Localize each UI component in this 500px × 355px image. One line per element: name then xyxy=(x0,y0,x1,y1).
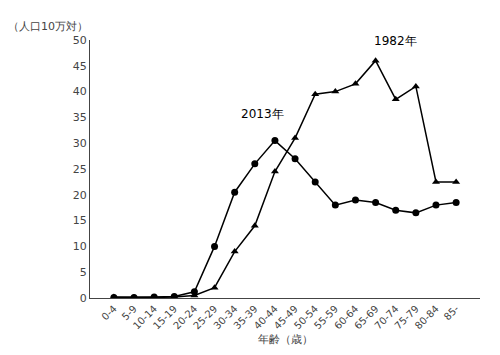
svg-text:35: 35 xyxy=(73,111,87,124)
svg-text:75-79: 75-79 xyxy=(392,303,420,331)
svg-text:0-4: 0-4 xyxy=(99,303,118,322)
svg-text:25-29: 25-29 xyxy=(191,303,219,331)
svg-text:65-69: 65-69 xyxy=(352,303,380,331)
svg-text:85-: 85- xyxy=(442,303,462,323)
svg-text:1982年: 1982年 xyxy=(374,34,417,48)
svg-text:（人口10万対）: （人口10万対） xyxy=(8,20,88,33)
svg-text:年齢（歳）: 年齢（歳） xyxy=(258,333,313,346)
svg-text:0: 0 xyxy=(80,292,87,305)
svg-text:20-24: 20-24 xyxy=(171,303,199,331)
svg-text:50: 50 xyxy=(73,34,87,47)
svg-text:60-64: 60-64 xyxy=(332,303,360,331)
svg-text:55-59: 55-59 xyxy=(312,303,340,331)
svg-text:35-39: 35-39 xyxy=(231,303,259,331)
svg-text:20: 20 xyxy=(73,189,87,202)
svg-text:30-34: 30-34 xyxy=(211,303,239,331)
svg-text:5-9: 5-9 xyxy=(120,303,139,322)
svg-text:40-44: 40-44 xyxy=(252,303,280,331)
svg-text:80-84: 80-84 xyxy=(413,303,441,331)
svg-text:5: 5 xyxy=(80,266,87,279)
svg-text:25: 25 xyxy=(73,163,87,176)
svg-text:10-14: 10-14 xyxy=(131,303,159,331)
svg-text:15-19: 15-19 xyxy=(151,303,179,331)
svg-text:10: 10 xyxy=(73,240,87,253)
svg-text:15: 15 xyxy=(73,214,87,227)
svg-text:45: 45 xyxy=(73,60,87,73)
svg-text:50-54: 50-54 xyxy=(292,303,320,331)
svg-text:40: 40 xyxy=(73,85,87,98)
svg-text:70-74: 70-74 xyxy=(372,303,400,331)
svg-text:2013年: 2013年 xyxy=(241,107,284,121)
svg-text:45-49: 45-49 xyxy=(272,303,300,331)
svg-text:30: 30 xyxy=(73,137,87,150)
